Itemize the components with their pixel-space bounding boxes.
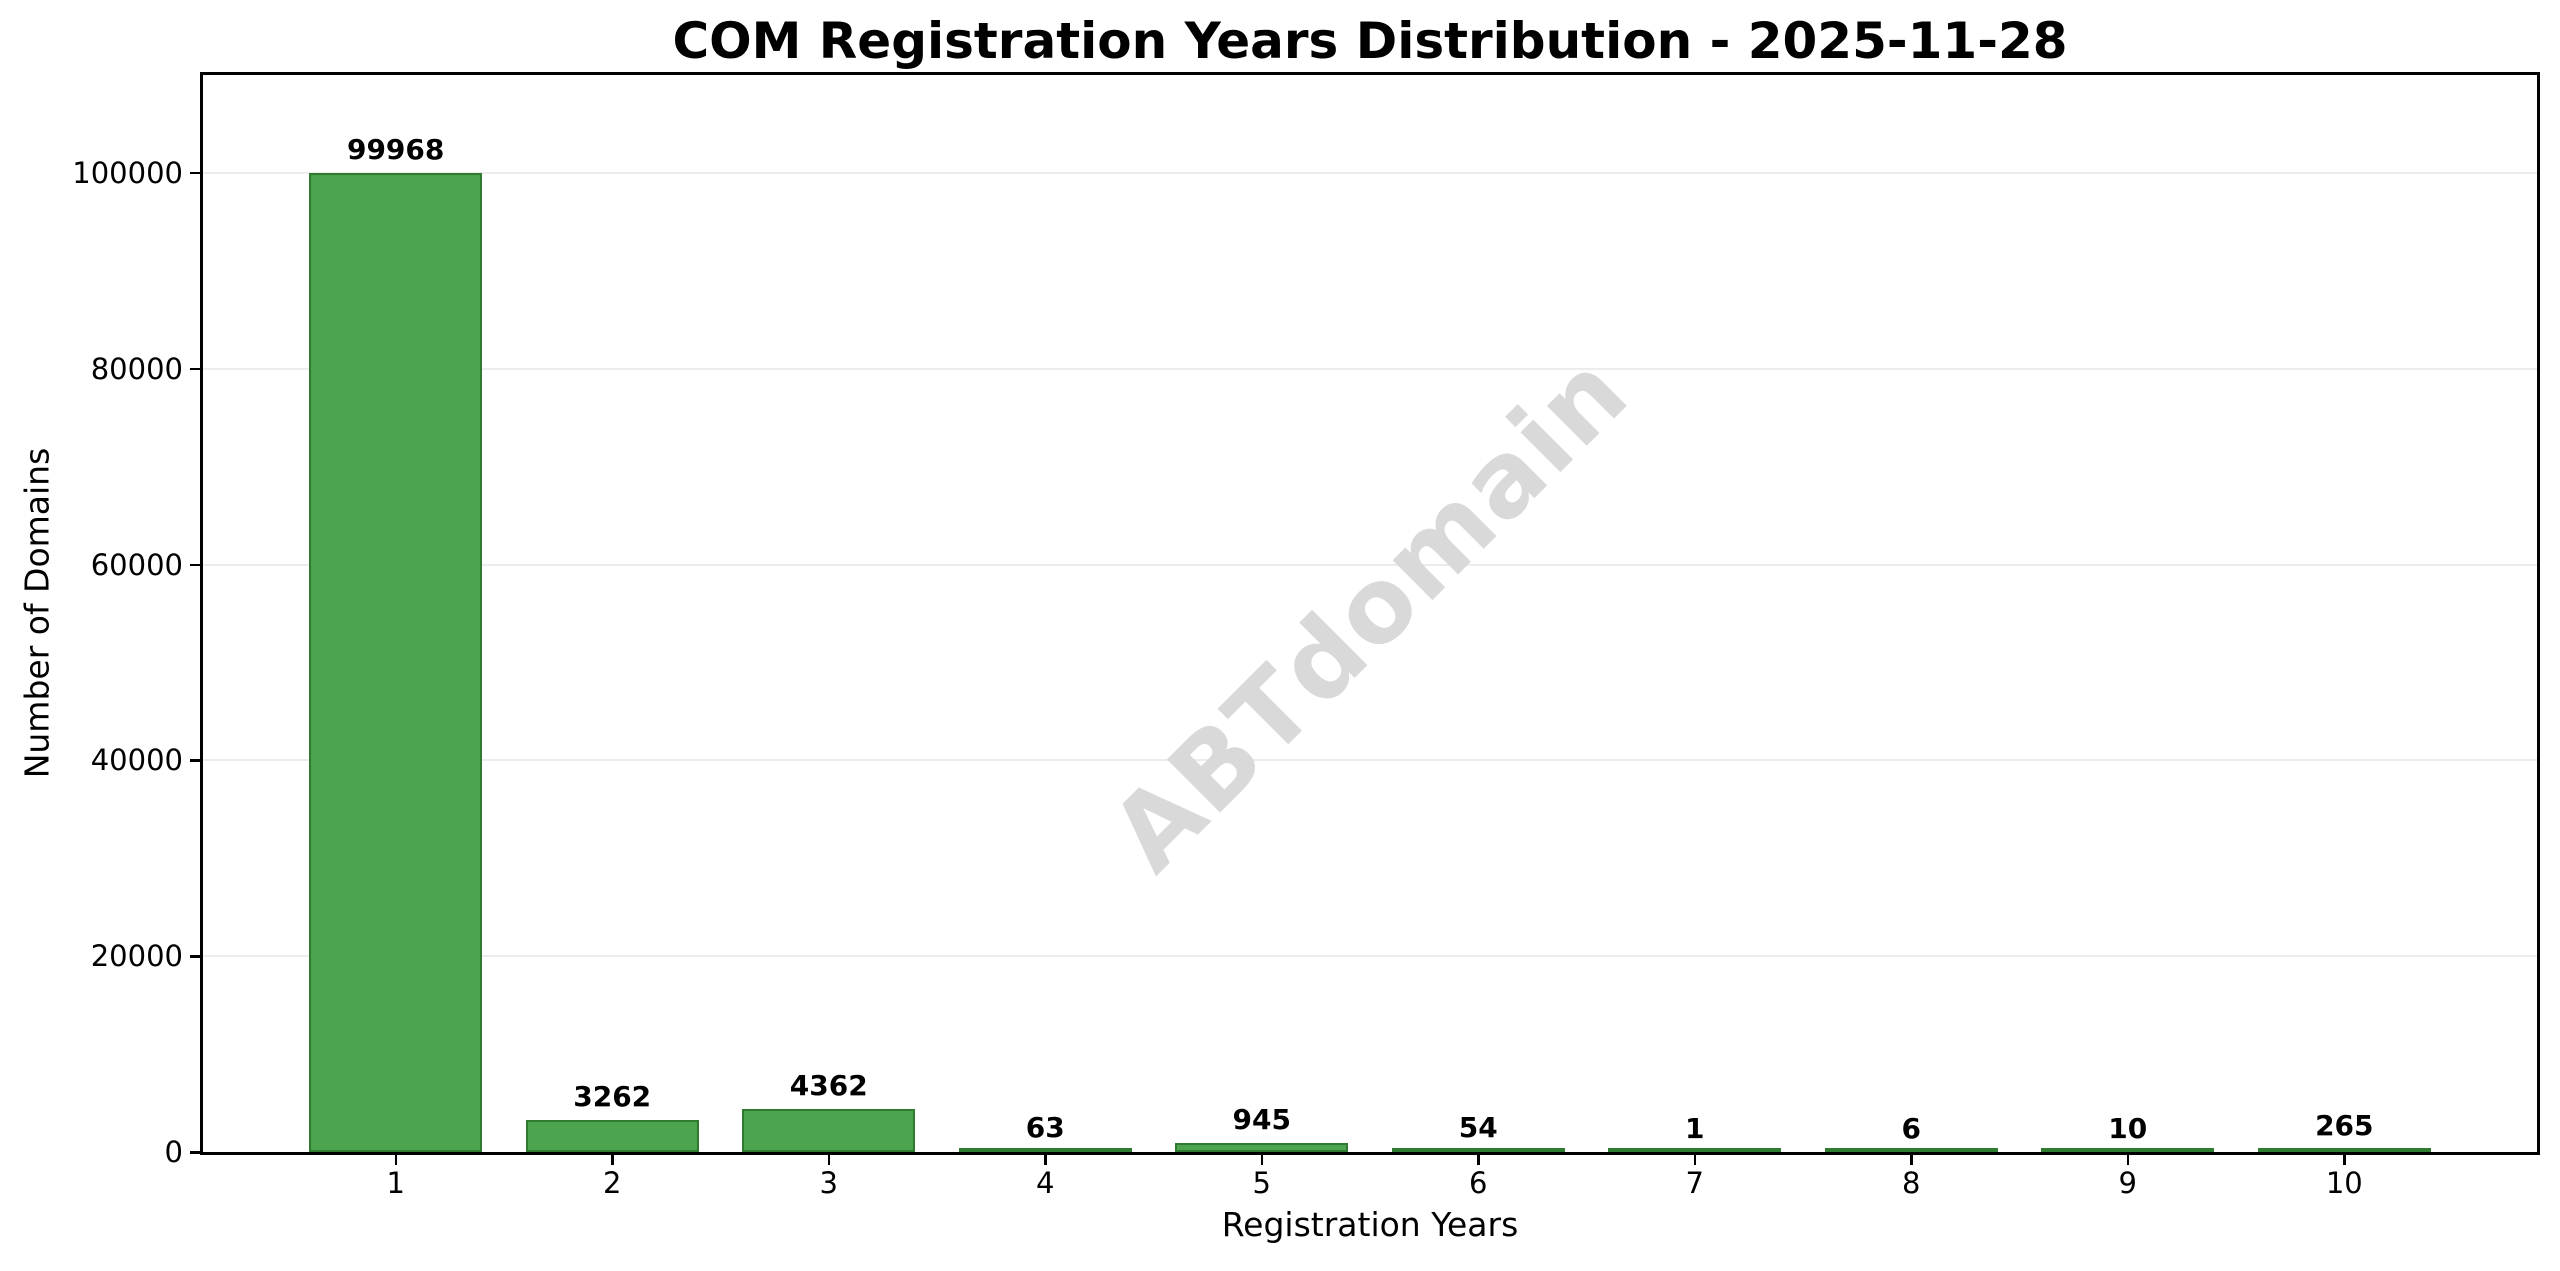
bar-value-label: 945 xyxy=(1232,1102,1291,1136)
bar-value-label: 265 xyxy=(2315,1109,2374,1143)
x-axis-tick-label: 6 xyxy=(1469,1166,1488,1200)
bar-value-label: 99968 xyxy=(346,133,445,167)
y-axis-tick-mark xyxy=(190,171,200,175)
bar-value-label: 1 xyxy=(1685,1112,1705,1145)
bar-year-2 xyxy=(525,1120,699,1152)
chart-title: COM Registration Years Distribution - 20… xyxy=(672,12,2068,70)
x-axis-tick-mark xyxy=(1260,1155,1264,1165)
bar-year-4 xyxy=(958,1148,1132,1152)
x-axis-tick-mark xyxy=(611,1155,614,1165)
x-axis-title: Registration Years xyxy=(1221,1205,1519,1244)
y-gridline xyxy=(203,759,2537,762)
x-axis-tick-mark xyxy=(827,1155,831,1165)
y-axis-tick-mark xyxy=(190,955,200,958)
x-axis-tick-mark xyxy=(394,1155,398,1165)
y-axis-tick-mark xyxy=(190,367,200,371)
bar-year-10 xyxy=(2257,1148,2431,1152)
y-axis-tick-label: 60000 xyxy=(90,547,183,582)
y-axis-tick-label: 40000 xyxy=(90,743,183,778)
x-axis-tick-label: 9 xyxy=(2118,1166,2137,1200)
bar-value-label: 6 xyxy=(1901,1111,1921,1145)
x-axis-tick-label: 7 xyxy=(1685,1166,1704,1200)
x-axis-tick-mark xyxy=(1693,1155,1697,1165)
x-axis-tick-mark xyxy=(2126,1155,2130,1165)
x-axis-tick-label: 2 xyxy=(602,1166,622,1200)
x-axis-tick-mark xyxy=(2343,1155,2346,1165)
bar-value-label: 10 xyxy=(2108,1111,2148,1145)
x-axis-tick-mark xyxy=(1477,1155,1480,1165)
x-axis-tick-label: 3 xyxy=(819,1166,838,1200)
x-axis-tick-label: 1 xyxy=(386,1166,405,1200)
y-axis-tick-mark xyxy=(190,563,200,567)
watermark-text: ABTdomain xyxy=(1088,331,1652,895)
y-gridline xyxy=(203,955,2537,958)
plot-area: ABTdomain 99968 3262 4362 63 945 54 1 6 10 265 xyxy=(200,72,2540,1155)
y-axis-tick-label: 80000 xyxy=(90,351,183,386)
x-axis-tick-mark xyxy=(1910,1155,1913,1165)
x-axis-tick-label: 10 xyxy=(2325,1166,2363,1200)
y-axis-tick-mark xyxy=(190,1151,200,1154)
y-gridline xyxy=(203,171,2537,174)
bar-value-label: 63 xyxy=(1025,1111,1065,1145)
y-axis-tick-label: 20000 xyxy=(90,939,183,974)
bar-value-label: 3262 xyxy=(573,1080,652,1114)
y-axis-title: Number of Domains xyxy=(17,447,57,779)
y-gridline xyxy=(203,367,2537,370)
bar-year-6 xyxy=(1391,1148,1565,1152)
y-gridline xyxy=(203,563,2537,566)
bar-year-5 xyxy=(1175,1142,1349,1152)
bar-year-1 xyxy=(309,173,483,1152)
bar-year-8 xyxy=(1824,1148,1998,1152)
x-axis-tick-label: 8 xyxy=(1902,1166,1921,1200)
bar-year-9 xyxy=(2041,1148,2215,1152)
bar-year-7 xyxy=(1608,1148,1782,1152)
x-axis-tick-label: 5 xyxy=(1252,1166,1271,1200)
bar-value-label: 4362 xyxy=(789,1069,868,1103)
y-axis-tick-mark xyxy=(190,759,200,762)
y-axis-tick-label: 0 xyxy=(164,1135,183,1169)
x-axis-tick-label: 4 xyxy=(1035,1166,1055,1200)
x-axis-tick-mark xyxy=(1044,1155,1047,1165)
y-axis-tick-label: 100000 xyxy=(72,155,183,190)
bar-year-3 xyxy=(742,1109,916,1152)
bar-value-label: 54 xyxy=(1458,1111,1498,1145)
